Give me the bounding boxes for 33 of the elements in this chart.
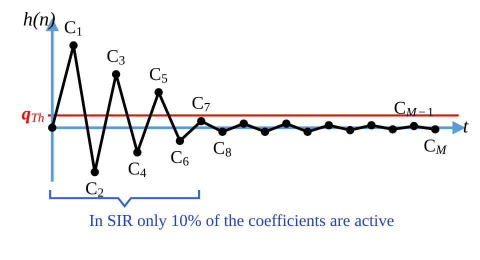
annotation: C$_{4}$	[128, 162, 146, 177]
point	[112, 70, 120, 78]
point	[154, 88, 163, 97]
point	[197, 116, 206, 126]
point	[346, 126, 354, 134]
annotation: C$_{M−1}$	[394, 102, 433, 116]
point	[410, 122, 418, 130]
point	[90, 168, 99, 176]
point	[324, 121, 334, 130]
point	[176, 136, 184, 146]
annotation: C$_{2}$	[86, 182, 104, 197]
point	[367, 121, 376, 130]
point	[69, 41, 78, 50]
annotation: C$_{M}$	[424, 140, 447, 154]
point	[260, 128, 270, 136]
annotation: C$_{7}$	[192, 96, 210, 112]
point	[133, 148, 142, 157]
point	[240, 119, 248, 128]
point	[431, 125, 440, 134]
annotation: C$_{5}$	[150, 68, 168, 83]
annotation: C$_{1}$	[64, 21, 82, 36]
point	[388, 125, 397, 134]
point	[48, 124, 56, 132]
text: In SIR only 10% of the coefficients are active	[90, 214, 394, 230]
point	[218, 128, 227, 136]
point	[303, 128, 312, 136]
ref-line-label: q$_{Th}$	[22, 110, 44, 124]
annotation: C$_{8}$	[214, 142, 232, 157]
point	[282, 119, 290, 128]
x-axis-title: t	[464, 121, 469, 133]
annotation: C$_{3}$	[107, 50, 125, 65]
annotation: C$_{6}$	[171, 151, 189, 166]
y-axis-title: h(n)	[24, 12, 55, 30]
